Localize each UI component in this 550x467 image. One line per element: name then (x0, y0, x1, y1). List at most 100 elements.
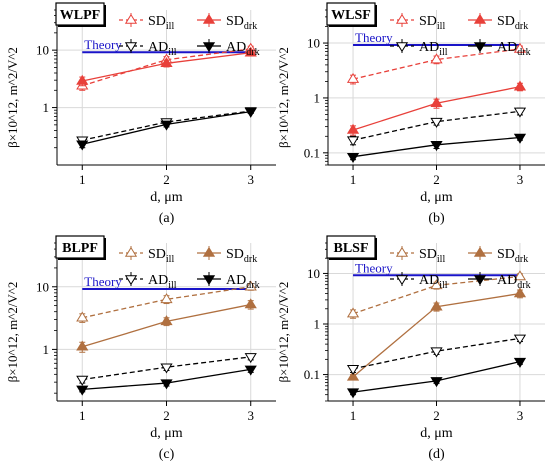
data-point-AD_drk (160, 120, 173, 131)
chart-title-box: WLSF (326, 2, 377, 27)
data-point-SD_drk (76, 74, 89, 85)
data-point-SD_drk (513, 80, 527, 91)
legend-label: ADill (148, 273, 177, 291)
chart-title: BLPF (62, 241, 98, 256)
data-point-AD_ill (160, 363, 173, 374)
series-SD_ill (76, 280, 257, 323)
legend-label-subscript: drk (515, 21, 528, 32)
y-tick-label: 10 (36, 43, 49, 58)
legend-marker (202, 42, 216, 53)
data-point-AD_ill (346, 136, 360, 147)
data-point-SD_drk (346, 123, 360, 134)
series-SD_drk (346, 80, 527, 136)
x-tick-label: 1 (350, 408, 357, 423)
legend-label-base: SD (497, 247, 515, 262)
data-point-AD_drk (513, 133, 527, 144)
y-axis-label: β×10^12, m^2/V^2 (276, 282, 291, 383)
legend-label-base: AD (497, 273, 517, 288)
data-point-SD_ill (160, 293, 173, 304)
x-tick-label: 2 (433, 408, 440, 423)
legend-label-subscript: ill (439, 47, 448, 58)
legend-label-base: SD (148, 247, 166, 262)
legend-label: SDdrk (226, 247, 257, 265)
x-axis-label: d, μm (150, 190, 183, 205)
legend-marker (124, 246, 138, 257)
legend-marker (124, 42, 138, 53)
x-tick-label: 2 (163, 172, 170, 187)
legend-item-SD_ill: SDill (119, 246, 174, 265)
x-axis-label: d, μm (420, 426, 453, 441)
legend-label-base: AD (226, 40, 246, 55)
data-point-AD_ill (346, 365, 360, 376)
theory-label: Theory (84, 274, 122, 289)
legend-label: SDdrk (497, 14, 528, 32)
legend-marker (473, 42, 487, 53)
data-point-SD_ill (513, 270, 527, 281)
y-tick-label: 10 (307, 36, 320, 51)
theory-label: Theory (84, 37, 122, 52)
series-SD_drk (76, 46, 257, 87)
x-tick-label: 1 (79, 408, 86, 423)
legend-marker (395, 275, 409, 286)
series-AD_ill (346, 107, 527, 147)
legend-label-base: AD (497, 40, 517, 55)
theory-label: Theory (355, 260, 393, 275)
data-point-SD_drk (160, 315, 173, 326)
data-point-SD_ill (430, 53, 443, 64)
data-point-SD_ill (244, 280, 257, 291)
legend-marker (202, 13, 216, 24)
series-line-AD_ill (352, 110, 521, 141)
legend-label-subscript: ill (437, 21, 446, 32)
data-point-SD_drk (244, 298, 257, 309)
legend-label-subscript: ill (439, 280, 448, 291)
legend-marker (124, 275, 138, 286)
data-point-AD_drk (76, 385, 89, 396)
data-point-SD_drk (430, 300, 443, 311)
legend-label-subscript: drk (246, 280, 259, 291)
legend-label-base: SD (226, 247, 244, 262)
panel-label: (b) (428, 211, 445, 226)
legend-label: ADdrk (226, 273, 260, 291)
panel-label: (d) (428, 447, 445, 462)
y-tick-label: 1 (314, 317, 321, 332)
title-box-frame (326, 235, 376, 259)
series-SD_drk (76, 298, 257, 353)
series-AD_ill (76, 353, 257, 386)
legend-label-subscript: ill (168, 280, 177, 291)
x-tick-label: 1 (350, 172, 357, 187)
data-point-AD_ill (430, 117, 443, 128)
legend-label: ADill (148, 40, 177, 58)
legend-label-base: AD (419, 40, 439, 55)
chart-title-box: BLSF (326, 235, 377, 260)
y-tick-label: 10 (307, 266, 320, 281)
series-line-AD_ill (82, 110, 251, 141)
legend-item-AD_ill: ADill (390, 272, 448, 291)
chart-panel-2: 1 2 3 0.1 1 10 d, μm β×10^12, m^2/V^2 Theory WLSF… (276, 2, 545, 226)
panel-label: (c) (159, 447, 175, 462)
data-point-SD_drk (430, 96, 443, 108)
legend-label-subscript: drk (244, 21, 257, 32)
legend-label-subscript: ill (166, 21, 175, 32)
legend-item-AD_ill: ADill (119, 39, 177, 58)
series-AD_drk (346, 133, 527, 163)
legend-label-subscript: ill (437, 254, 446, 265)
legend-label: ADill (419, 40, 448, 58)
data-point-AD_drk (244, 365, 257, 376)
y-tick-label: 1 (314, 90, 321, 105)
y-axis-label: β×10^12, m^2/V^2 (5, 47, 20, 148)
legend-marker (395, 42, 409, 53)
legend-label-base: SD (148, 14, 166, 29)
legend-label-base: AD (226, 273, 246, 288)
legend-label: ADdrk (226, 40, 260, 58)
chart-panel-4: 1 2 3 0.1 1 10 d, μm β×10^12, m^2/V^2 Theory BLSF… (276, 235, 545, 462)
x-tick-label: 3 (517, 172, 524, 187)
y-tick-label: 1 (43, 100, 50, 115)
x-axis-label: d, μm (150, 426, 183, 441)
data-point-AD_drk (76, 140, 89, 151)
